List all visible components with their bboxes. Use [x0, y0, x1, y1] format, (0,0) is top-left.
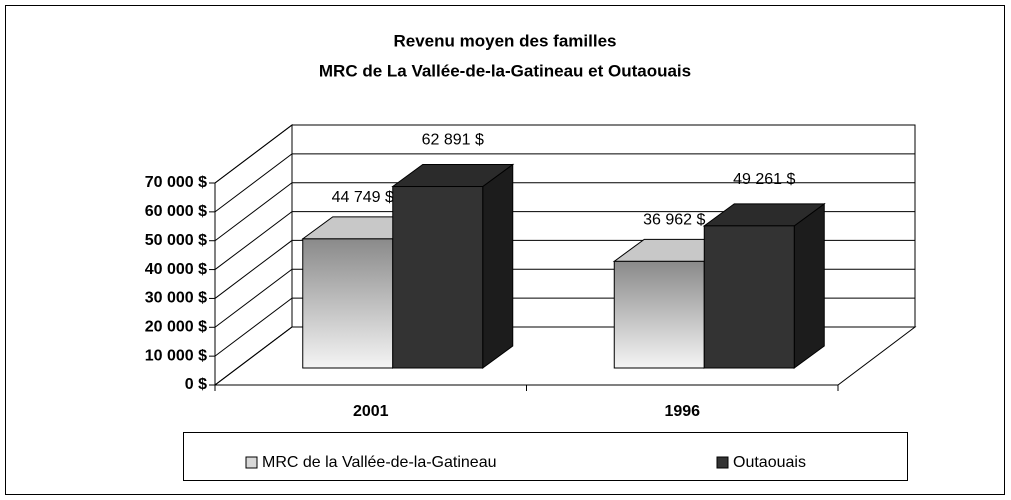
- legend-label: Outaouais: [733, 454, 806, 471]
- bar: [703, 225, 795, 369]
- data-label: 36 962 $: [643, 212, 705, 229]
- y-tick-label: 50 000 $: [145, 232, 207, 249]
- bar-side: [793, 202, 825, 369]
- legend: [183, 432, 908, 481]
- grid-line: [214, 182, 915, 242]
- grid-line: [214, 153, 915, 213]
- y-tick-label: 20 000 $: [145, 319, 207, 336]
- x-tick-label: 2001: [353, 403, 389, 420]
- chart-subtitle: MRC de La Vallée-de-la-Gatineau et Outao…: [319, 61, 691, 80]
- data-label: 44 749 $: [332, 189, 394, 206]
- bar: [613, 260, 705, 369]
- bar: [302, 238, 394, 369]
- legend-swatch: [716, 456, 729, 469]
- y-tick-label: 10 000 $: [145, 347, 207, 364]
- data-label: 49 261 $: [733, 171, 795, 188]
- grid-line: [214, 211, 915, 270]
- bar-side: [482, 163, 514, 369]
- bar: [392, 186, 484, 369]
- y-tick-label: 0 $: [185, 376, 207, 393]
- data-label: 62 891 $: [422, 132, 484, 149]
- y-tick-label: 40 000 $: [145, 261, 207, 278]
- chart-title: Revenu moyen des familles: [394, 31, 617, 50]
- grid-line: [214, 124, 915, 184]
- y-tick-label: 70 000 $: [145, 174, 207, 191]
- y-tick-label: 60 000 $: [145, 203, 207, 220]
- legend-swatch: [245, 456, 258, 469]
- x-tick-label: 1996: [664, 403, 700, 420]
- legend-label: MRC de la Vallée-de-la-Gatineau: [262, 454, 496, 471]
- y-tick-label: 30 000 $: [145, 290, 207, 307]
